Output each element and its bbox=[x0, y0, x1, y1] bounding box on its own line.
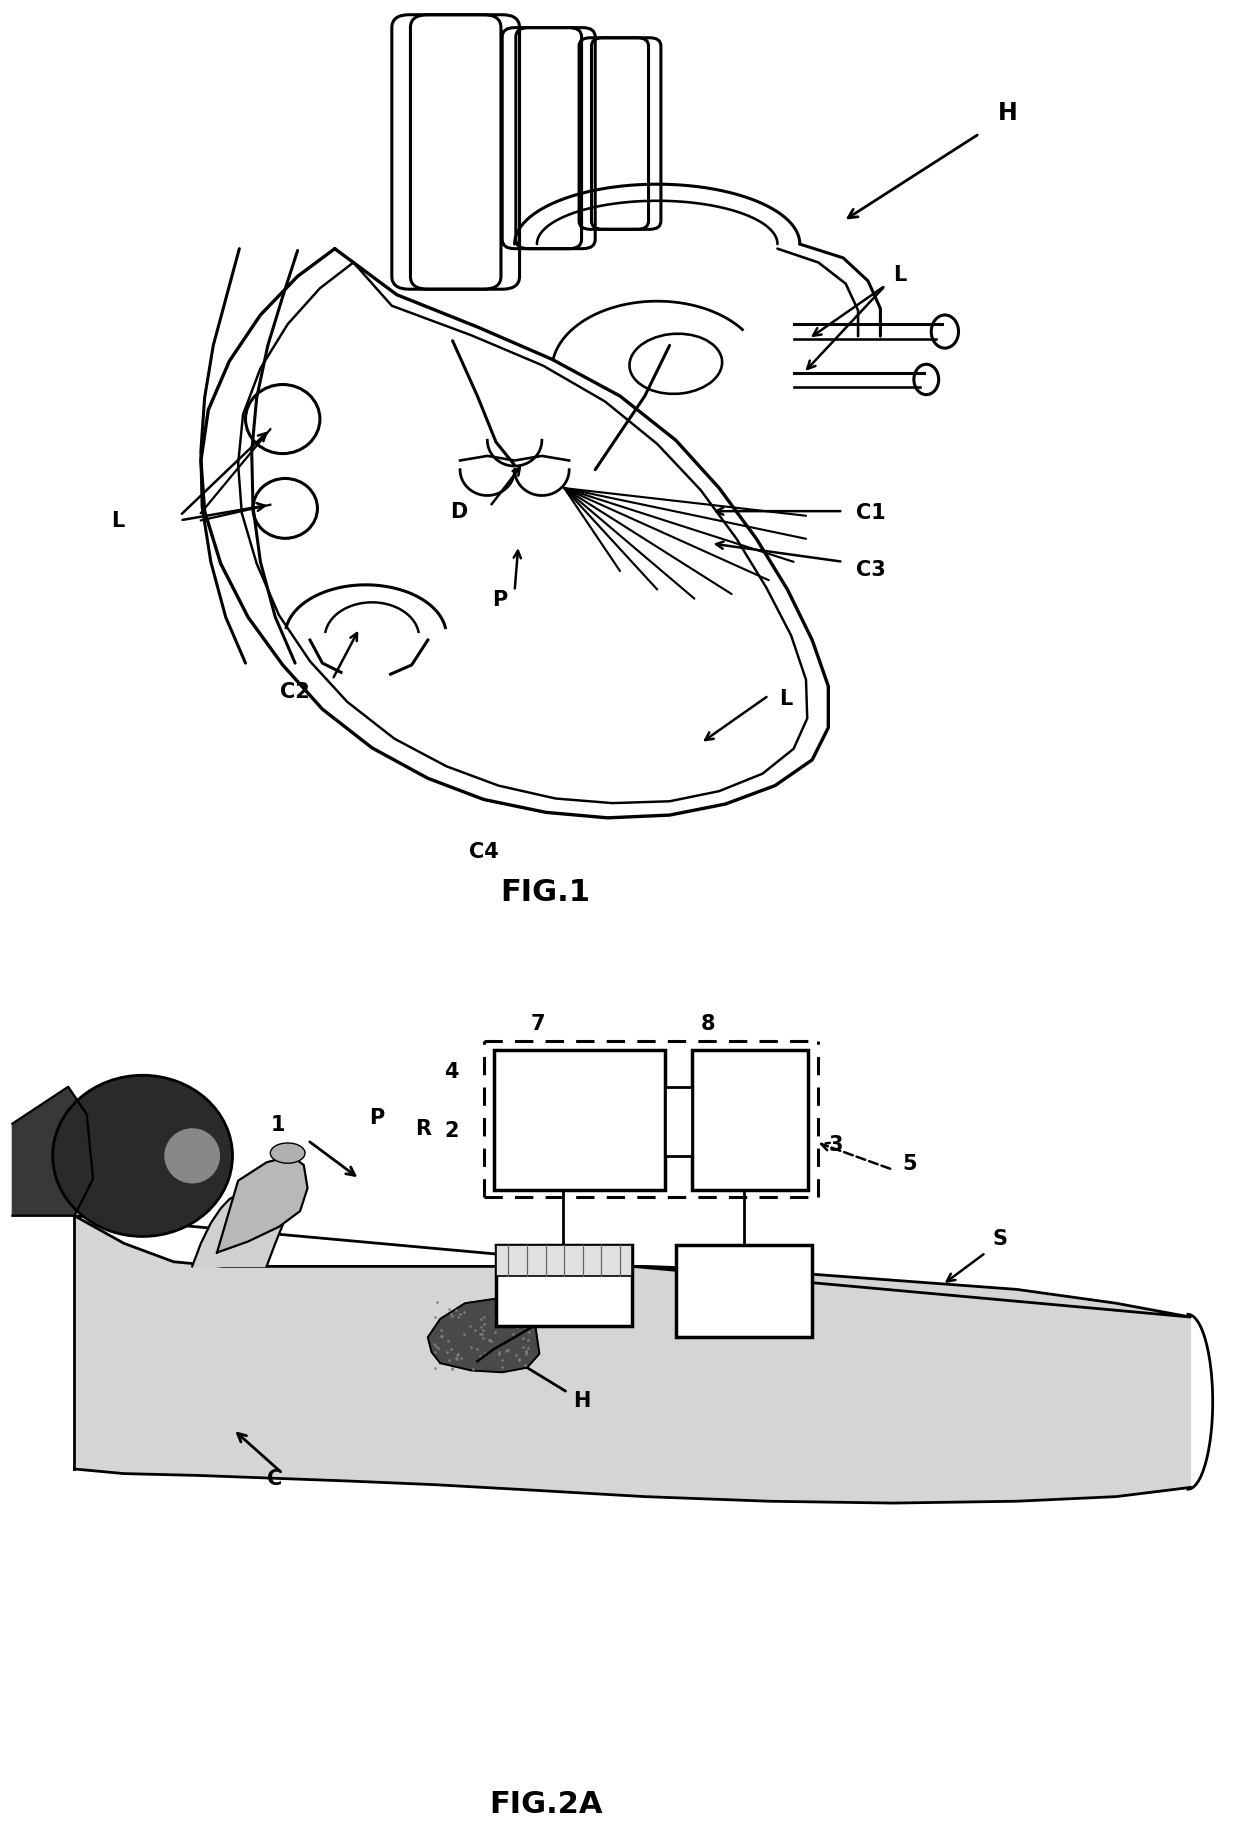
Text: P: P bbox=[492, 589, 507, 610]
Text: 4: 4 bbox=[444, 1061, 459, 1081]
Polygon shape bbox=[12, 1087, 93, 1216]
Text: FIG.1: FIG.1 bbox=[501, 879, 590, 906]
Text: 7: 7 bbox=[531, 1013, 546, 1033]
Polygon shape bbox=[192, 1195, 298, 1267]
Ellipse shape bbox=[164, 1127, 221, 1184]
Text: 8: 8 bbox=[701, 1013, 715, 1033]
Text: FIG.2A: FIG.2A bbox=[489, 1790, 603, 1820]
Text: C4: C4 bbox=[469, 842, 498, 862]
Text: S: S bbox=[992, 1229, 1007, 1249]
Text: R: R bbox=[415, 1118, 432, 1138]
Ellipse shape bbox=[270, 1142, 305, 1164]
Bar bbox=[494, 1050, 665, 1190]
Polygon shape bbox=[217, 1157, 308, 1253]
Text: H: H bbox=[573, 1391, 590, 1411]
Bar bbox=[496, 1245, 632, 1275]
Bar bbox=[496, 1245, 632, 1326]
Text: L: L bbox=[893, 265, 906, 286]
Text: 2: 2 bbox=[444, 1122, 459, 1142]
Text: C: C bbox=[267, 1468, 281, 1488]
Text: L: L bbox=[779, 689, 792, 709]
Bar bbox=[692, 1050, 808, 1190]
Text: P: P bbox=[370, 1107, 384, 1127]
Text: C2: C2 bbox=[280, 682, 310, 702]
Ellipse shape bbox=[52, 1076, 233, 1236]
Text: C1: C1 bbox=[856, 503, 885, 523]
Text: 1: 1 bbox=[270, 1114, 285, 1135]
Bar bbox=[676, 1245, 812, 1337]
Text: 3: 3 bbox=[828, 1135, 843, 1155]
Text: L: L bbox=[112, 510, 124, 530]
Text: 5: 5 bbox=[903, 1153, 918, 1173]
Bar bbox=[665, 1087, 692, 1157]
Text: H: H bbox=[998, 101, 1018, 125]
Polygon shape bbox=[74, 1216, 1190, 1503]
Text: D: D bbox=[450, 501, 467, 521]
Polygon shape bbox=[428, 1299, 539, 1372]
Text: C3: C3 bbox=[856, 560, 885, 580]
